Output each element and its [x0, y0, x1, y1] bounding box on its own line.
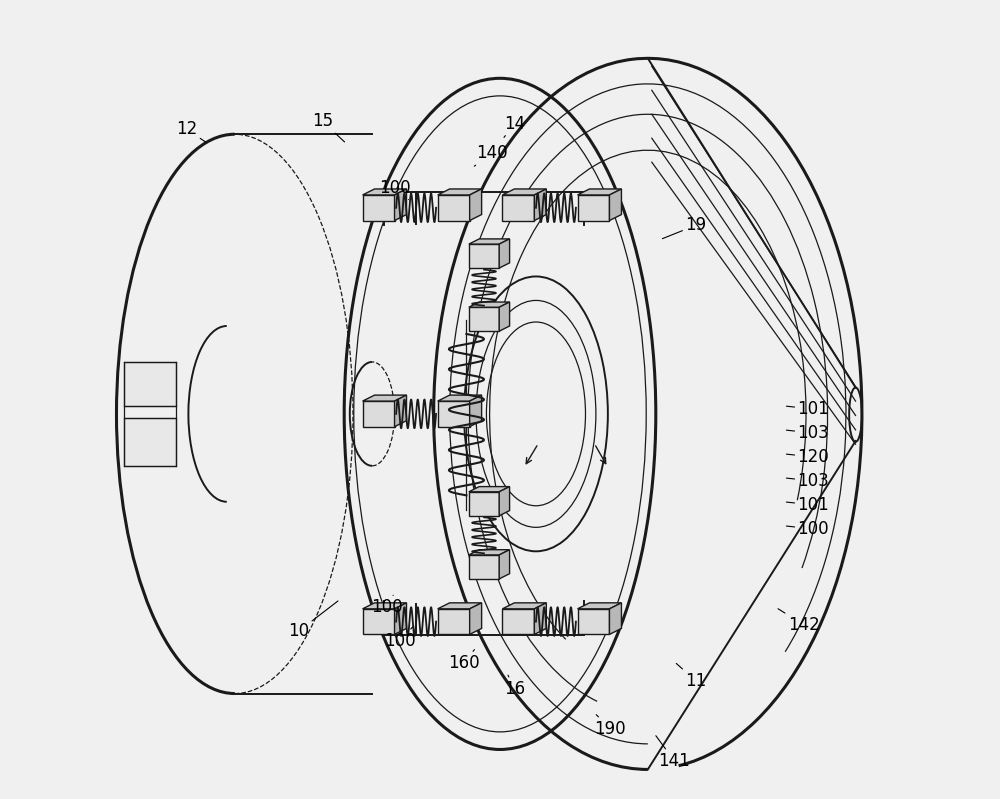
- Polygon shape: [395, 602, 407, 634]
- Bar: [578, 609, 609, 634]
- Bar: [124, 362, 176, 406]
- Polygon shape: [469, 239, 510, 244]
- Text: 120: 120: [786, 448, 829, 466]
- Text: 101: 101: [786, 400, 829, 418]
- Bar: [469, 491, 499, 516]
- Text: 11: 11: [676, 663, 706, 690]
- Bar: [502, 609, 534, 634]
- Polygon shape: [438, 396, 482, 401]
- Polygon shape: [470, 602, 482, 634]
- Bar: [363, 609, 395, 634]
- Text: 141: 141: [656, 736, 690, 769]
- Text: 100: 100: [379, 179, 410, 200]
- Bar: [438, 401, 470, 427]
- Text: 160: 160: [448, 650, 480, 672]
- Polygon shape: [395, 396, 407, 427]
- Bar: [469, 555, 499, 578]
- Text: 190: 190: [594, 714, 626, 737]
- Polygon shape: [363, 396, 407, 401]
- Text: 142: 142: [778, 609, 819, 634]
- Bar: [502, 195, 534, 221]
- Bar: [469, 307, 499, 331]
- Polygon shape: [470, 189, 482, 221]
- Polygon shape: [502, 602, 546, 609]
- Bar: [438, 609, 470, 634]
- Polygon shape: [534, 602, 546, 634]
- Polygon shape: [499, 487, 510, 516]
- Text: 140: 140: [474, 145, 508, 166]
- Polygon shape: [363, 602, 407, 609]
- Polygon shape: [438, 602, 482, 609]
- Bar: [469, 244, 499, 268]
- Polygon shape: [499, 302, 510, 331]
- Text: 10: 10: [288, 601, 338, 640]
- Text: 16: 16: [504, 675, 525, 698]
- Bar: [363, 195, 395, 221]
- Polygon shape: [578, 602, 621, 609]
- Text: 103: 103: [786, 424, 829, 442]
- Bar: [438, 195, 470, 221]
- Bar: [363, 401, 395, 427]
- Text: 15: 15: [312, 113, 345, 142]
- Text: 101: 101: [786, 496, 829, 514]
- Polygon shape: [469, 302, 510, 307]
- Bar: [578, 195, 609, 221]
- Text: 19: 19: [662, 217, 706, 239]
- Polygon shape: [499, 550, 510, 578]
- Text: 14: 14: [504, 115, 525, 137]
- Polygon shape: [609, 602, 621, 634]
- Polygon shape: [469, 550, 510, 555]
- Text: 103: 103: [786, 472, 829, 490]
- Polygon shape: [609, 189, 621, 221]
- Polygon shape: [578, 189, 621, 195]
- Polygon shape: [502, 189, 546, 195]
- Polygon shape: [438, 189, 482, 195]
- Text: 100: 100: [371, 595, 402, 616]
- Polygon shape: [470, 396, 482, 427]
- Polygon shape: [534, 189, 546, 221]
- Polygon shape: [363, 189, 407, 195]
- Polygon shape: [395, 189, 407, 221]
- Text: 100: 100: [786, 520, 829, 538]
- Text: 12: 12: [176, 121, 206, 142]
- Polygon shape: [499, 239, 510, 268]
- Bar: [124, 418, 176, 466]
- Polygon shape: [469, 487, 510, 491]
- Text: 100: 100: [384, 627, 416, 650]
